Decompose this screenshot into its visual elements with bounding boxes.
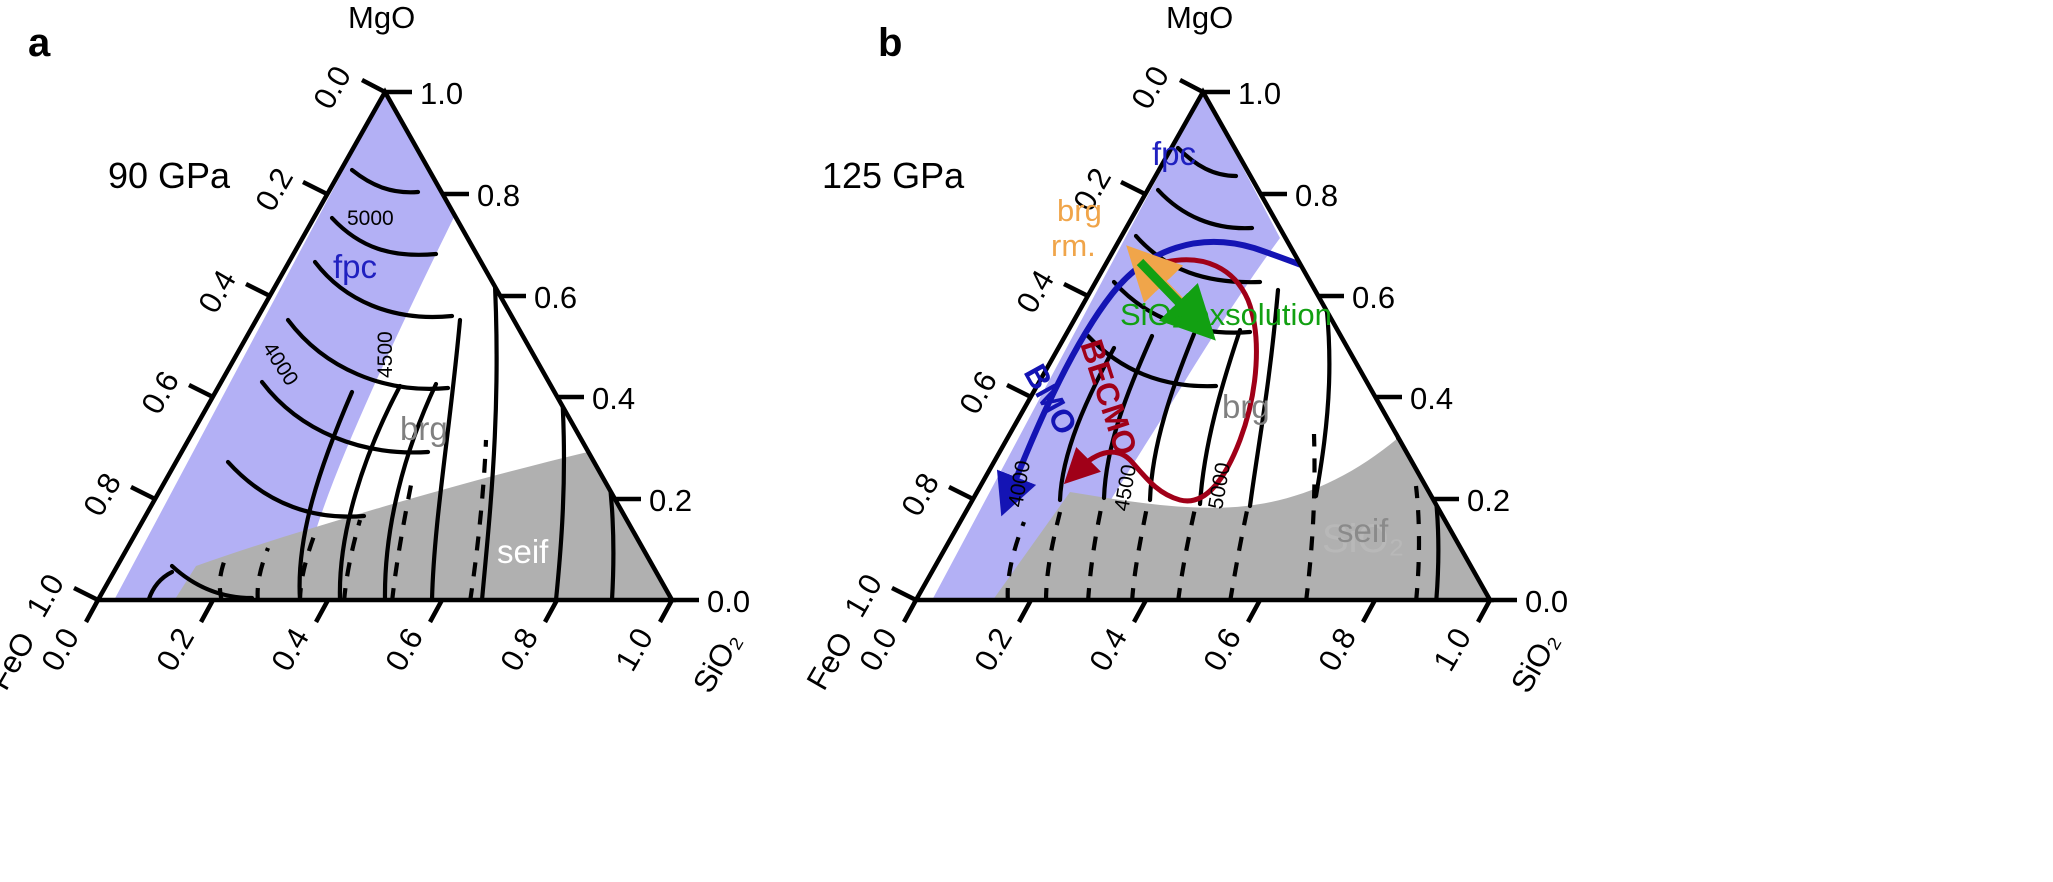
panel-b-dashed-contour-6 [1227,505,1251,600]
panel-b-seif-region [990,438,1490,600]
panel-a-isotherm-5500 [349,167,421,195]
panel-b-triangle-outline [912,87,1494,603]
panel-b-boundary-4 [1197,327,1243,507]
panel-a-phase-label-fpc: fpc [333,248,377,285]
panel-b-boundary-5 [1247,287,1281,509]
panel-b-dashed-contour-1 [1005,521,1026,600]
panel-b-right-tick-5: 0.0 [1525,584,1568,619]
panel-a-dashed-contour-3 [297,535,316,600]
panel-b-phase-label-seif: seif [1337,512,1389,549]
panel-a-dashed-contour-6 [467,439,489,600]
panel-b-phase-label-brg: brg [1222,388,1270,425]
panel-a-dashed-contour-4 [341,519,363,600]
panel-a-boundary-5 [479,263,499,600]
panel-b-dashed-contour-7 [1303,433,1317,600]
panel-a-isotherm-5000 [312,259,455,319]
panel-b-right-axis: 1.0 0.8 0.6 0.4 0.2 0.0 [1203,76,1568,619]
panel-a-right-tick-2: 0.6 [534,280,577,315]
panel-a-seif-region [172,452,672,600]
panel-b-dashed-contour-8 [1413,485,1422,600]
panel-a-right-tick-1: 0.8 [477,178,520,213]
panel-b-right-tick-2: 0.6 [1352,280,1395,315]
panel-a-boundary-1 [297,389,355,600]
panel-b-isotherm-5250 [1155,187,1255,231]
panel-a-phase-label-brg: brg [400,410,448,447]
panel-b-annotation-brg-line1: brg [1057,193,1102,228]
panel-b-becmo-trajectory [1063,257,1259,504]
panel-a-fpc-region [112,92,455,600]
panel-b-isotherm-4500 [1085,333,1219,389]
panel-a-pressure-label: 90 GPa [108,155,231,196]
panel-b-phase-label-fpc: fpc [1152,135,1196,172]
panel-b-dashed-contour-5 [1175,503,1199,600]
panel-a-dashed-contour-5 [389,479,415,600]
panel-a-right-tick-5: 0.0 [707,584,750,619]
panel-a-phase-label-seif: seif [497,533,549,570]
panel-b-dashed-contour-3 [1085,503,1105,600]
panel-b-boundary-2 [1101,333,1155,501]
panel-a-apex-label-mgo: MgO [348,0,415,35]
panel-a-right-tick-4: 0.2 [649,483,692,518]
panel-a-contour-label-4500: 4500 [374,331,397,378]
panel-b-seif-watermark-sio2: SiO₂ [1322,517,1404,561]
panel-a-triangle-outline [94,87,676,603]
panel-a-right-tick-3: 0.4 [592,381,635,416]
panel-b-right-tick-1: 0.8 [1295,178,1338,213]
panel-a-boundary-2 [337,383,403,600]
panel-a-isotherm-4750 [285,317,451,391]
panel-a-letter: a [28,21,51,65]
panel-b-sio2-exsolution-arrow [1136,258,1216,341]
panel-b-boundary-1 [1057,345,1117,503]
panel-b-annotation-sio2-exsolution: SiO₂ exsolution [1120,297,1332,332]
panel-a-right-tick-0: 1.0 [420,76,463,111]
panel-b-letter: b [878,21,902,65]
panel-b-annotation-rm-line2: rm. [1051,228,1096,263]
panel-b-dashed-contour-4 [1129,501,1151,600]
panel-b-right-tick-0: 1.0 [1238,76,1281,111]
panel-a-contour-label-5000: 5000 [347,207,394,230]
panel-b-isotherm-5500 [1175,145,1239,179]
panel-a-right-axis: 1.0 0.8 0.6 0.4 0.2 0.0 [385,76,750,619]
panel-b-right-tick-3: 0.4 [1410,381,1453,416]
panel-b-pressure-label: 125 GPa [822,155,965,196]
panel-a-boundary-4 [429,317,463,600]
panel-b-right-tick-4: 0.2 [1467,483,1510,518]
panel-a-dashed-contour-2 [255,547,270,600]
panel-a-isotherm-5250 [329,215,439,257]
panel-b-apex-label-mgo: MgO [1166,0,1233,35]
panel-a-boundary-3 [382,381,439,600]
panel-b-dashed-contour-2 [1043,511,1063,600]
